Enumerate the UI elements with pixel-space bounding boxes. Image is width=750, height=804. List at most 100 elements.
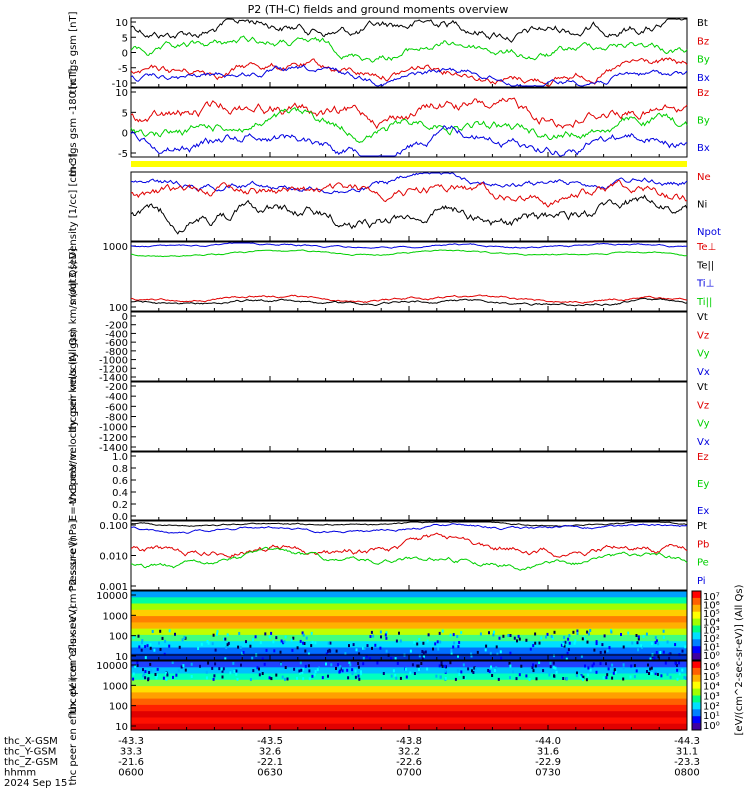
spectrogram-speck: [249, 678, 252, 681]
spectrogram-speck: [587, 632, 590, 636]
spectrogram-speck: [611, 676, 614, 680]
spectrogram-speck: [284, 635, 287, 639]
spectrogram-band: [131, 667, 687, 675]
series-line-bx: [130, 64, 688, 87]
spectrogram-speck: [470, 652, 473, 656]
spectrogram-speck: [660, 674, 663, 678]
spectrogram-speck: [409, 649, 412, 653]
series-line-ne: [130, 179, 687, 208]
legend-ne: Ne: [697, 172, 711, 183]
spectrogram-band: [131, 628, 687, 636]
spectrogram-speck: [669, 675, 672, 679]
spectrogram-speck: [178, 645, 181, 649]
spectrogram-speck: [666, 672, 669, 676]
spectrogram-band: [131, 686, 687, 693]
spectrogram-speck: [302, 677, 305, 681]
spectrogram-speck: [417, 664, 420, 668]
spectrogram-speck: [358, 677, 361, 681]
spectrogram-speck: [335, 649, 338, 653]
coordinate-value: 0700: [396, 768, 421, 779]
coordinate-value: -22.9: [535, 757, 561, 768]
spectrogram-speck: [449, 661, 452, 665]
series-line-te: [130, 297, 688, 307]
spectrogram-speck: [141, 641, 143, 645]
legend-ti: Ti||: [696, 297, 712, 308]
spectrogram-speck: [456, 669, 459, 673]
spectrogram-speck: [212, 633, 215, 637]
spectrogram-speck: [664, 661, 667, 665]
spectrogram-speck: [592, 662, 595, 666]
spectrogram-speck: [587, 673, 590, 677]
spectrogram-speck: [327, 641, 330, 645]
spectrogram-speck: [304, 649, 307, 653]
colorbar-tick-label: 10¹: [703, 643, 720, 654]
spectrogram-speck: [613, 668, 616, 672]
spectrogram-speck: [567, 637, 570, 641]
y-tick-label: -600: [105, 338, 128, 349]
plot-title: P2 (TH-C) fields and ground moments over…: [248, 3, 509, 16]
spectrogram-speck: [396, 661, 399, 665]
spectrogram-speck: [684, 645, 687, 649]
spectrogram-band: [131, 634, 687, 642]
spectrogram-speck: [314, 641, 317, 645]
spectrogram-speck: [365, 654, 368, 658]
spectrogram-speck: [654, 669, 657, 673]
spectrogram-speck: [584, 664, 586, 668]
spectrogram-speck: [540, 636, 543, 640]
spectrogram-speck: [360, 672, 363, 676]
spectrogram-speck: [535, 677, 538, 681]
spectrogram-speck: [156, 667, 159, 671]
colorbar-tick-label: 10⁵: [703, 672, 720, 683]
spectrogram-speck: [235, 669, 238, 673]
colorbar-label: [eV/(cm^2-sec-sr-eV)] (All Qs): [734, 584, 745, 735]
spectrogram-speck: [197, 647, 200, 650]
spectrogram-speck: [567, 648, 570, 652]
colorbar-segment: [692, 597, 701, 606]
spectrogram-speck: [252, 669, 255, 673]
spectrogram-speck: [470, 654, 473, 658]
spectrogram-speck: [268, 635, 271, 639]
spectrogram-speck: [162, 676, 165, 680]
series-line-by: [130, 107, 688, 144]
spectrogram-speck: [637, 637, 640, 641]
spectrogram-speck: [283, 640, 286, 644]
spectrogram-speck: [549, 661, 552, 665]
spectrogram-speck: [302, 641, 305, 645]
spectrogram-speck: [351, 672, 354, 676]
spectrogram-speck: [487, 669, 490, 672]
spectrogram-speck: [212, 677, 215, 681]
spectrogram-speck: [211, 642, 214, 646]
y-tick-label: 0: [122, 312, 128, 323]
colorbar-tick-label: 10⁰: [703, 651, 720, 662]
spectrogram-speck: [662, 650, 665, 654]
spectrogram-speck: [207, 661, 210, 665]
spectrogram-speck: [629, 675, 632, 679]
spectrogram-speck: [546, 632, 549, 636]
spectrogram-speck: [642, 634, 645, 638]
spectrogram-speck: [424, 650, 427, 654]
y-axis-label: thc peer en eflux eV (cm^2-s-sr-eV): [68, 605, 79, 785]
y-tick-label: 0.0: [112, 512, 128, 523]
legend-te: Te||: [696, 260, 714, 271]
spectrogram-speck: [576, 629, 579, 633]
spectrogram-speck: [302, 667, 305, 671]
spectrogram-speck: [633, 675, 636, 679]
spectrogram-speck: [668, 652, 671, 656]
spectrogram-speck: [497, 677, 500, 681]
spectrogram-speck: [380, 635, 382, 639]
spectrogram-speck: [330, 663, 333, 667]
spectrogram-speck: [488, 670, 491, 674]
spectrogram-speck: [444, 669, 447, 673]
spectrogram-speck: [220, 667, 223, 671]
spectrogram-speck: [165, 672, 167, 675]
spectrogram-speck: [150, 669, 153, 673]
spectrogram-speck: [174, 632, 176, 636]
spectrogram-speck: [654, 672, 657, 676]
spectrogram-speck: [394, 673, 397, 677]
spectrogram-speck: [472, 671, 475, 674]
spectrogram-speck: [418, 654, 421, 658]
spectrogram-speck: [576, 671, 578, 675]
spectrogram-speck: [560, 643, 563, 647]
spectrogram-speck: [398, 631, 400, 635]
spectrogram-speck: [568, 634, 571, 638]
